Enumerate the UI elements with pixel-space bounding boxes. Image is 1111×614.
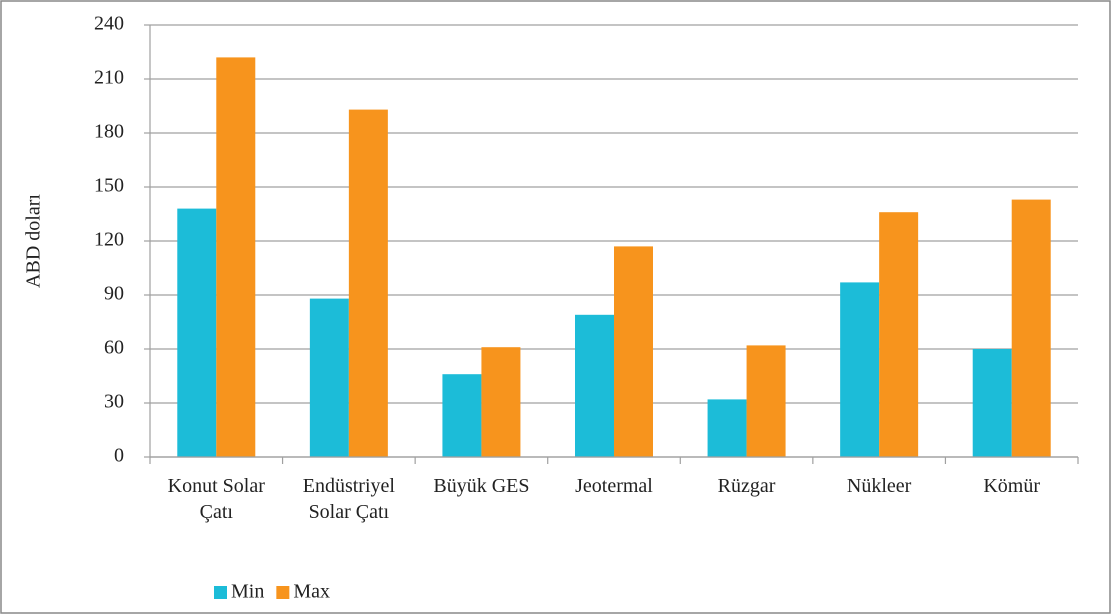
legend-label: Min xyxy=(231,581,264,603)
x-tick-label: Nükleer xyxy=(846,475,912,497)
bar xyxy=(442,374,482,457)
y-tick-label: 90 xyxy=(104,283,124,305)
y-tick-label: 210 xyxy=(94,67,124,89)
y-tick-label: 60 xyxy=(104,337,124,359)
legend-swatch xyxy=(276,586,290,599)
bar xyxy=(575,314,614,457)
y-tick-label: 30 xyxy=(104,391,124,413)
y-axis-label: ABD doları xyxy=(23,194,45,288)
x-tick-label-box: Büyük GES xyxy=(433,475,530,497)
bar xyxy=(879,212,919,457)
x-tick-label-box: Nükleer xyxy=(846,475,912,497)
bar xyxy=(216,57,256,458)
bar xyxy=(707,399,747,457)
x-tick-label: Endüstriyel Solar Çatı xyxy=(302,475,395,523)
bar xyxy=(481,347,521,457)
x-tick-label-box: Endüstriyel Solar Çatı xyxy=(302,475,395,523)
x-tick-label-box: Konut Solar Çatı xyxy=(167,475,265,523)
bar xyxy=(614,246,653,457)
legend-swatch xyxy=(214,586,227,599)
bar xyxy=(309,298,349,457)
x-tick-label-box: Kömür xyxy=(983,475,1041,497)
x-tick-label: Konut Solar Çatı xyxy=(167,475,265,523)
x-tick-label: Rüzgar xyxy=(717,475,776,497)
x-tick-label: Kömür xyxy=(983,475,1041,497)
y-tick-label: 0 xyxy=(114,445,124,467)
x-tick-label-box: Rüzgar xyxy=(717,475,776,497)
x-tick-label: Jeotermal xyxy=(575,475,653,497)
bar xyxy=(840,282,880,457)
bar xyxy=(177,208,217,457)
bar xyxy=(972,349,1012,457)
y-tick-label: 240 xyxy=(94,13,124,35)
bar xyxy=(746,345,786,457)
y-tick-label: 150 xyxy=(94,175,124,197)
x-tick-label-box: Jeotermal xyxy=(575,475,653,497)
x-tick-label: Büyük GES xyxy=(433,475,530,497)
bar xyxy=(348,109,388,457)
bar xyxy=(1011,199,1051,457)
legend-label: Max xyxy=(293,581,330,603)
y-tick-label: 180 xyxy=(94,121,124,143)
y-tick-label: 120 xyxy=(94,229,124,251)
